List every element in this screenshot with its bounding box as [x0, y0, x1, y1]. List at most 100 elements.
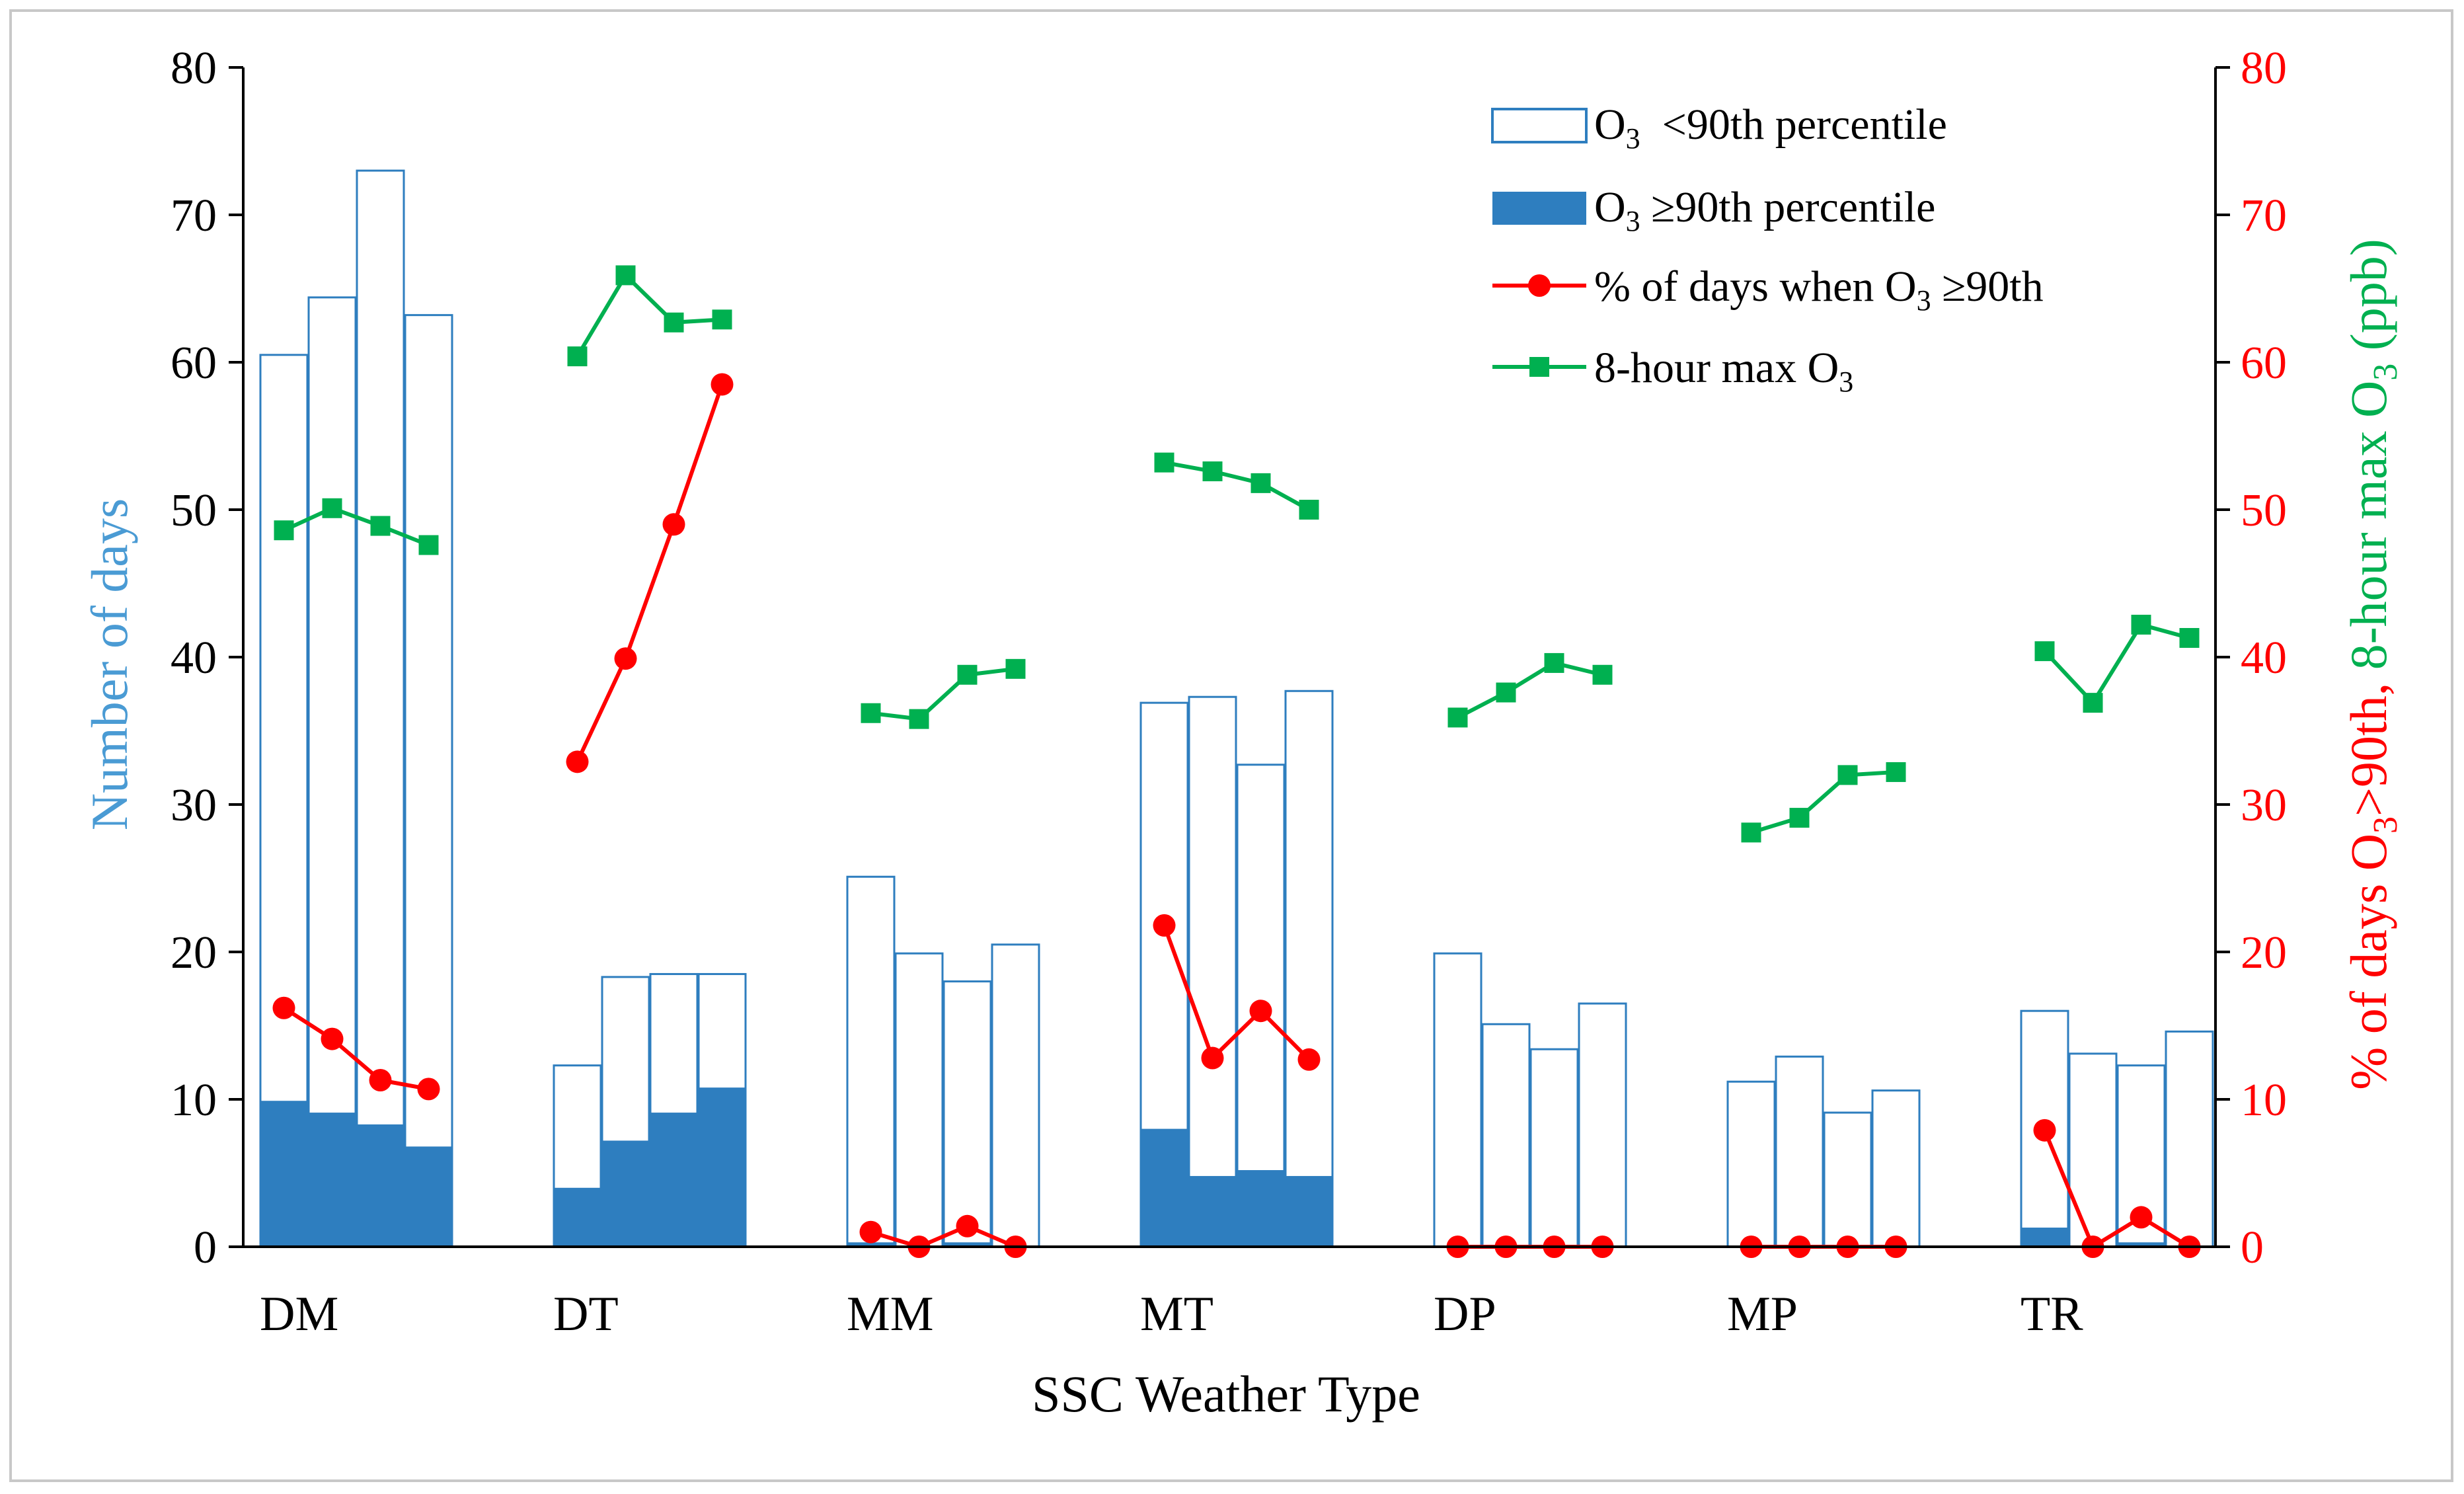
bar-total-MP-3	[1823, 1111, 1872, 1248]
right-tick-label-0: 0	[2241, 1222, 2264, 1273]
bar-total-MM-4	[991, 943, 1040, 1248]
pct-days-point-MT-2	[1201, 1046, 1224, 1070]
category-label-DT: DT	[553, 1287, 619, 1341]
pct-days-point-MT-4	[1297, 1048, 1321, 1071]
legend-label-green: 8-hour max O3	[1594, 344, 1853, 398]
bar-total-DM-4	[404, 314, 453, 1248]
max-o3-point-MP-1	[1741, 822, 1761, 843]
pct-days-point-MT-3	[1249, 1000, 1272, 1023]
pct-days-point-DT-3	[662, 513, 685, 536]
max-o3-point-DT-4	[712, 309, 732, 330]
bar-total-MM-2	[894, 952, 944, 1248]
max-o3-point-DM-3	[370, 516, 391, 536]
category-label-DP: DP	[1434, 1287, 1496, 1341]
bar-total-DM-2	[307, 296, 357, 1248]
max-o3-point-TR-2	[2083, 693, 2103, 713]
right-y-title-unit: (ppb)	[2340, 239, 2397, 363]
category-label-MP: MP	[1727, 1287, 1798, 1341]
max-o3-line-MM	[870, 666, 1016, 721]
max-o3-point-MP-4	[1886, 762, 1906, 782]
legend-label-high: O3 ≥90th percentile	[1594, 183, 1935, 237]
max-o3-point-TR-1	[2034, 641, 2055, 662]
axes-layer: 0 10 20 30 40 50 60 70 80 0 10 20 30 40 50 60 70 80 DM DT MM…	[171, 43, 2287, 1341]
pct-days-point-DM-4	[417, 1078, 440, 1101]
pct-days-point-DT-1	[566, 750, 589, 773]
bar-total-MT-2	[1188, 695, 1237, 1248]
max-o3-point-DT-1	[567, 346, 588, 367]
legend-label-low: O3 <90th percentile	[1594, 100, 1947, 155]
max-o3-point-MP-2	[1789, 808, 1810, 828]
pct-days-point-DT-4	[711, 373, 734, 396]
bar-total-MP-2	[1775, 1055, 1824, 1248]
bar-high-DM-3	[357, 1124, 404, 1247]
max-o3-point-DM-4	[418, 535, 439, 555]
bar-high-MT-3	[1237, 1170, 1284, 1247]
max-o3-point-DP-2	[1496, 682, 1516, 703]
bar-high-DT-2	[602, 1140, 649, 1247]
bar-high-TR-1	[2021, 1228, 2068, 1247]
bar-total-MM-3	[943, 980, 992, 1248]
max-o3-point-MM-3	[957, 664, 978, 685]
bar-high-MT-1	[1141, 1128, 1188, 1247]
category-label-MT: MT	[1140, 1287, 1213, 1341]
left-y-axis-title: Number of days	[81, 498, 138, 831]
bar-total-DP-2	[1481, 1023, 1531, 1248]
x-axis-title: SSC Weather Type	[1032, 1365, 1420, 1423]
legend-marker-red	[1528, 274, 1551, 297]
max-o3-line-MT	[1163, 460, 1310, 512]
max-o3-line-MP	[1750, 769, 1896, 835]
pct-days-line-DT	[575, 383, 724, 763]
legend-label-red: % of days when O3 ≥90th	[1594, 262, 2044, 317]
left-tick-label-0: 0	[194, 1222, 217, 1273]
left-tick-label-80: 80	[171, 43, 217, 94]
pct-days-line-MM	[870, 1224, 1017, 1249]
bar-total-MT-4	[1284, 689, 1334, 1248]
bar-total-DP-4	[1578, 1002, 1627, 1248]
right-tick-label-80: 80	[2241, 43, 2287, 94]
max-o3-point-DM-2	[322, 498, 342, 518]
right-tick-label-40: 40	[2241, 633, 2287, 684]
bar-total-MP-1	[1726, 1080, 1776, 1248]
right-y-title-percent: % of days O	[2340, 834, 2397, 1090]
bar-high-MT-2	[1189, 1175, 1236, 1247]
pct-days-point-MT-1	[1153, 914, 1176, 937]
pct-days-line-DM	[282, 1006, 430, 1091]
pct-days-point-DM-3	[369, 1069, 392, 1092]
max-o3-point-TR-4	[2179, 628, 2200, 649]
legend-marker-green	[1529, 357, 1549, 377]
max-o3-line-DM	[283, 506, 430, 547]
bar-total-DM-1	[259, 354, 309, 1248]
right-tick-label-20: 20	[2241, 927, 2287, 978]
right-tick-label-30: 30	[2241, 780, 2287, 831]
pct-days-point-DM-2	[321, 1027, 344, 1050]
legend: O3 <90th percentile O3 ≥90th percentile …	[1491, 100, 2044, 398]
category-label-MM: MM	[847, 1287, 934, 1341]
right-y-title-percent-sub: 3	[2367, 816, 2405, 834]
right-tick-label-50: 50	[2241, 485, 2287, 536]
pct-days-line-MT	[1162, 924, 1311, 1062]
pct-days-point-TR-3	[2130, 1206, 2153, 1229]
left-tick-label-50: 50	[171, 485, 217, 536]
bar-total-MM-1	[846, 875, 896, 1248]
left-tick-label-40: 40	[171, 633, 217, 684]
bars-layer	[259, 169, 2214, 1248]
right-tick-label-10: 10	[2241, 1075, 2287, 1126]
max-o3-point-TR-3	[2131, 614, 2151, 635]
max-o3-point-DP-4	[1592, 664, 1613, 685]
max-o3-point-MT-2	[1202, 461, 1223, 482]
bar-high-MM-3	[944, 1242, 991, 1247]
left-tick-label-30: 30	[171, 780, 217, 831]
bar-high-DT-3	[650, 1113, 697, 1247]
left-tick-label-20: 20	[171, 927, 217, 978]
left-tick-label-70: 70	[171, 190, 217, 241]
bar-total-MP-4	[1871, 1089, 1921, 1248]
max-o3-line-DP	[1457, 660, 1603, 720]
bar-high-DM-1	[260, 1101, 307, 1247]
right-tick-label-60: 60	[2241, 338, 2287, 389]
bar-high-DT-1	[554, 1187, 601, 1247]
max-o3-point-MM-4	[1005, 658, 1026, 679]
pct-days-line-TR	[2042, 1129, 2191, 1250]
bar-total-DP-1	[1433, 952, 1482, 1248]
bar-high-DT-4	[699, 1087, 746, 1247]
